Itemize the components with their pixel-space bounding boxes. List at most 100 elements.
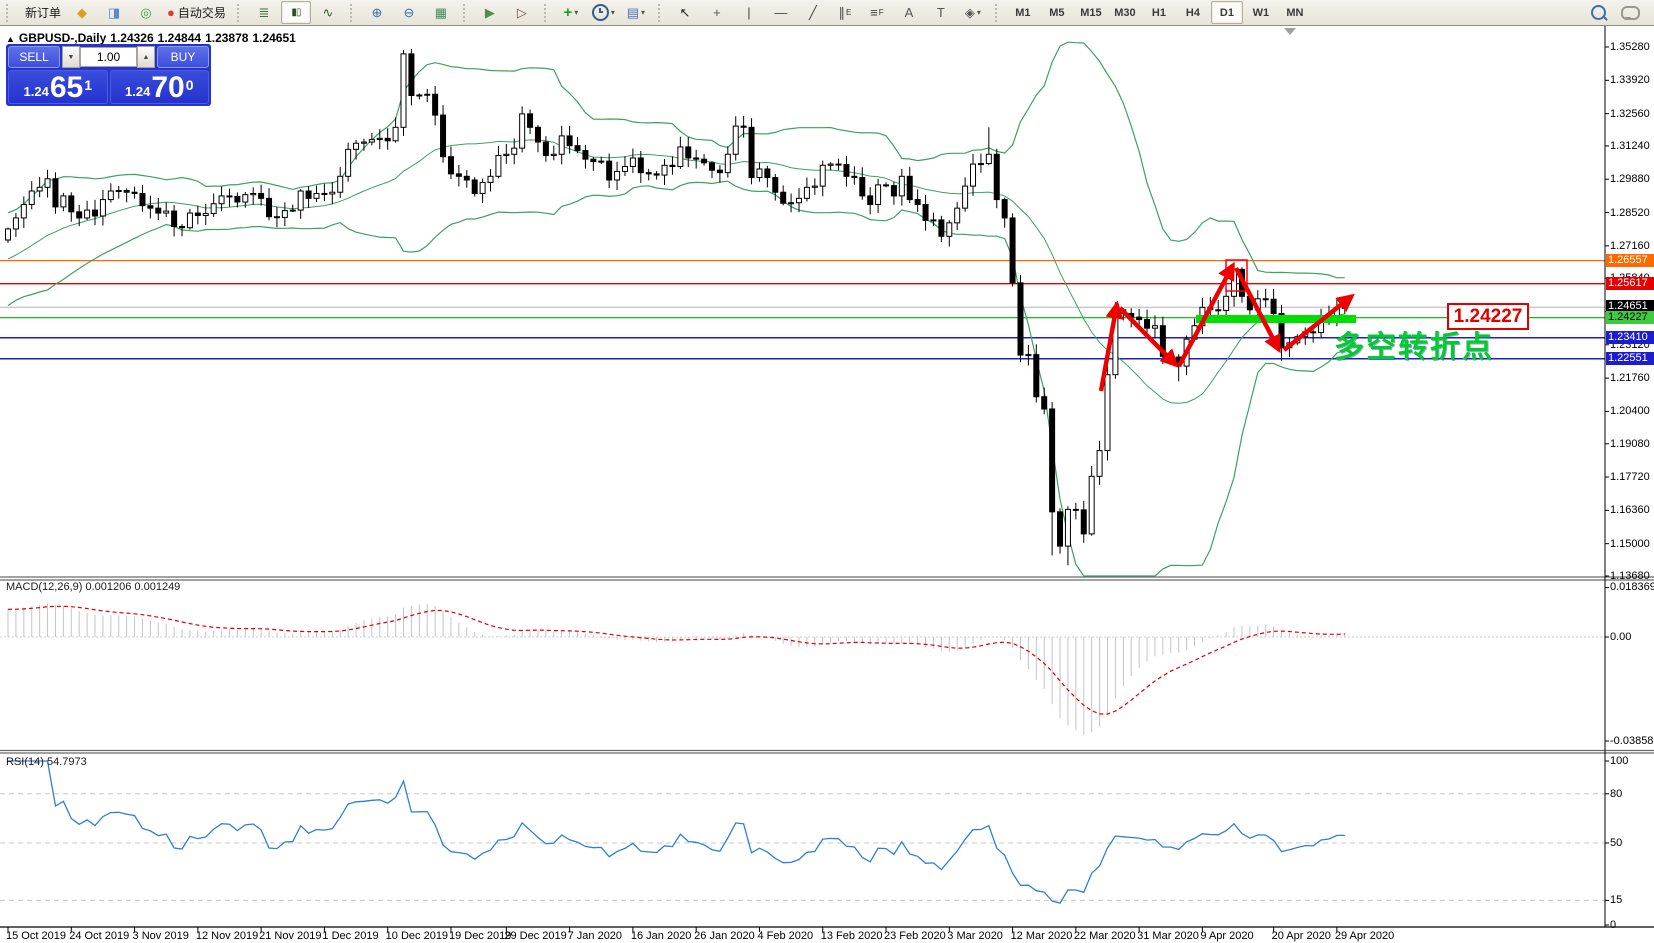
text-button[interactable]: A [894, 1, 924, 24]
date-axis-tick: 29 Dec 2019 [504, 930, 567, 942]
tf-h1-button[interactable]: H1 [1151, 6, 1166, 19]
community-icon-button[interactable]: ◨ [99, 1, 129, 24]
ohlc-close: 1.24651 [252, 31, 296, 45]
dropdown-caret-icon[interactable]: ▾ [610, 8, 615, 17]
templates-button[interactable]: ▤ ▾ [621, 1, 651, 24]
sell-price-sup: 1 [84, 77, 92, 93]
arrows-button[interactable]: ◈ ▾ [958, 1, 988, 24]
text-icon: A [904, 5, 914, 20]
buy-button[interactable]: BUY [157, 46, 209, 68]
zigzag-arrow[interactable] [1098, 300, 1124, 392]
annotation-text[interactable]: 多空转折点 [1334, 331, 1494, 364]
bollinger-lower-band [7, 180, 1346, 577]
sell-button[interactable]: SELL [8, 46, 60, 68]
toolbar-separator [994, 3, 1002, 22]
candlestick-icon: ▮▯ [291, 7, 301, 18]
crosshair-button[interactable]: + [702, 1, 732, 24]
toolbar-separator [657, 3, 665, 22]
macd-label: MACD(12,26,9) 0.001206 0.001249 [6, 581, 181, 593]
price-axis-tick: 1.35280 [1610, 41, 1650, 53]
gold-icon-button[interactable]: ◆ [67, 1, 97, 24]
rsi-axis-tick: 0 [1610, 919, 1617, 931]
price-level-label[interactable]: 1.26557 [1606, 253, 1654, 267]
buy-price-small: 1.24 [125, 84, 151, 99]
tf-m1-button[interactable]: M1 [1015, 6, 1031, 19]
buy-price-big: 70 [151, 71, 185, 104]
tf-d1-button[interactable]: D1 [1210, 1, 1243, 24]
volume-down-button[interactable]: ▼ [62, 46, 80, 68]
collapse-arrow-icon[interactable]: ▲ [6, 34, 15, 44]
candlestick-button[interactable]: ▮▯ [280, 1, 311, 24]
price-axis-tick: 1.28520 [1610, 206, 1650, 219]
price-level-label[interactable]: 1.23410 [1606, 330, 1654, 344]
rsi-line [8, 760, 1345, 904]
red-highlight-box[interactable] [1225, 259, 1248, 292]
autotrading-button[interactable]: ● 自动交易 [163, 1, 230, 24]
date-axis-tick: 16 Jan 2020 [630, 930, 692, 942]
vertical-line-button[interactable]: | [734, 1, 764, 24]
price-axis-tick: 1.33920 [1610, 74, 1650, 87]
bollinger-upper-band [7, 41, 1345, 279]
signal-icon-button[interactable]: ◎ [131, 1, 161, 24]
search-button[interactable] [1583, 1, 1613, 24]
line-chart-button[interactable]: ∿ [313, 1, 343, 24]
bar-chart-button[interactable]: ≣ [249, 1, 279, 24]
horizontal-line-button[interactable]: — [766, 1, 796, 24]
channel-button[interactable]: ∥ E [838, 5, 852, 20]
toolbar-separator [543, 3, 551, 22]
fibonacci-button[interactable]: ≡ F [870, 5, 884, 20]
tf-m30-button[interactable]: M30 [1114, 6, 1136, 19]
new-order-button[interactable]: 新订单 [18, 1, 65, 24]
zigzag-arrow[interactable] [1282, 293, 1355, 352]
price-axis-tick: 1.21760 [1610, 372, 1650, 385]
horizontal-line-icon: — [774, 5, 788, 20]
chart-shift-button[interactable]: ▷ [507, 1, 537, 24]
zigzag-arrow[interactable] [1234, 266, 1281, 354]
green-highlight-bar[interactable] [1196, 315, 1356, 323]
chat-button[interactable] [1615, 1, 1645, 24]
dropdown-caret-icon[interactable]: ▾ [574, 8, 579, 17]
crosshair-icon: + [713, 5, 721, 20]
zigzag-arrow[interactable] [1177, 261, 1235, 368]
price-axis-tick: 1.32560 [1610, 107, 1650, 120]
zoom-out-button[interactable]: ⊖ [394, 1, 424, 24]
date-axis-tick: 26 Jan 2020 [694, 930, 755, 942]
auto-scroll-button[interactable]: ▶ [475, 1, 505, 24]
sell-price-button[interactable]: 1.24 65 1 [8, 70, 108, 104]
toolbar: 新订单 ◆ ◨ ◎ ● 自动交易 ≣ ▮▯ ∿ ⊕ ⊖ ▦ ▶ ▷ + ▾ ▾ ▤ ▾ ↖ + | — ╱ ∥ E ≡ F A T ◈ ▾ M1… [0, 0, 1654, 26]
current-price-label: 1.24651 [1606, 300, 1654, 314]
dropdown-caret-icon[interactable]: ▾ [976, 8, 981, 17]
zigzag-arrow[interactable] [1118, 306, 1179, 368]
tf-m15-button[interactable]: M15 [1080, 6, 1102, 19]
dropdown-caret-icon[interactable]: ▾ [641, 8, 646, 17]
tile-windows-button[interactable]: ▦ [426, 1, 456, 24]
price-level-label[interactable]: 1.25617 [1606, 276, 1654, 290]
price-axis-tick: 1.15000 [1610, 537, 1650, 550]
price-level-label[interactable]: 1.22551 [1606, 351, 1654, 365]
sell-price-small: 1.24 [23, 84, 49, 99]
periods-button[interactable]: ▾ [588, 1, 619, 24]
date-axis-tick: 12 Mar 2020 [1010, 930, 1073, 942]
tf-h4-button[interactable]: H4 [1185, 6, 1200, 19]
cursor-button[interactable]: ↖ [670, 1, 700, 24]
zoom-in-button[interactable]: ⊕ [362, 1, 392, 24]
price-callout-label[interactable]: 1.24227 [1447, 303, 1529, 330]
tf-m5-button[interactable]: M5 [1049, 6, 1065, 19]
trendline-button[interactable]: ╱ [798, 1, 828, 24]
price-level-label[interactable]: 1.24227 [1606, 310, 1654, 324]
tf-mn-button[interactable]: MN [1286, 6, 1304, 19]
bollinger-middle-band [7, 139, 1345, 404]
tf-w1-button[interactable]: W1 [1252, 6, 1270, 19]
buy-price-button[interactable]: 1.24 70 0 [109, 70, 209, 104]
text-label-button[interactable]: T [926, 1, 956, 24]
channel-icon: ∥ [838, 5, 845, 20]
ohlc-high: 1.24844 [157, 31, 202, 45]
indicators-button[interactable]: + ▾ [556, 1, 586, 24]
volume-up-button[interactable]: ▲ [137, 46, 155, 68]
new-order-button-label: 新订单 [25, 6, 62, 20]
chart-shift-marker-icon[interactable] [1284, 28, 1296, 35]
volume-input[interactable]: 1.00 [80, 47, 137, 67]
date-axis-tick: 9 Apr 2020 [1200, 930, 1254, 942]
